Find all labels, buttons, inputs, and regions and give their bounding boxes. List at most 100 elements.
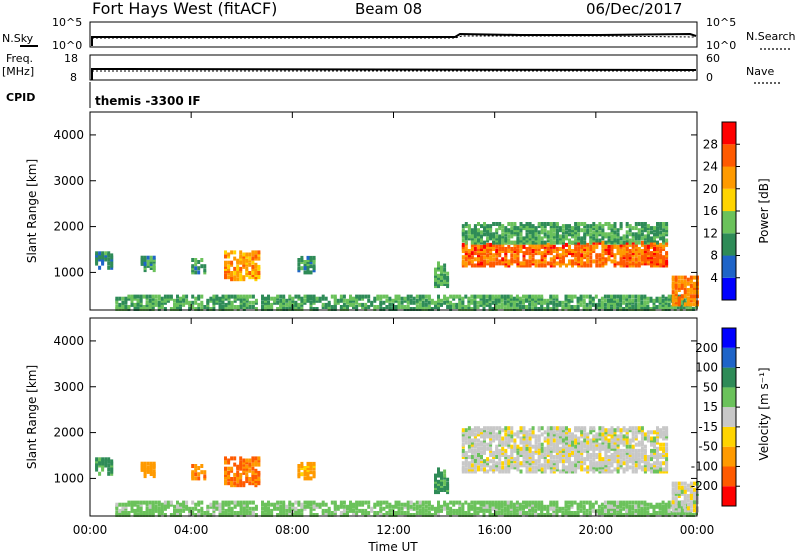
heatmap-cell [461,255,465,260]
heatmap-cell [677,300,681,305]
heatmap-cell [610,294,613,299]
heatmap-cell [224,260,227,265]
heatmap-cell [525,442,529,447]
colorbar-tick-label: 4 [710,271,718,285]
heatmap-cell [625,294,629,299]
heatmap-cell [248,506,252,511]
heatmap-cell [406,298,410,303]
heatmap-cell [625,432,629,437]
heatmap-cell [203,511,207,515]
heatmap-cell [458,305,462,309]
heatmap-cell [613,502,616,507]
heatmap-cell [452,508,456,513]
heatmap-cell [133,305,137,309]
heatmap-cell [619,294,623,299]
heatmap-cell [437,273,440,278]
heatmap-cell [157,300,161,305]
heatmap-cell [662,426,666,431]
heatmap-cell [558,448,562,453]
heatmap-cell [507,467,511,472]
heatmap-cell [658,298,662,303]
heatmap-cell [565,249,568,253]
heatmap-cell [483,255,486,260]
heatmap-cell [98,461,102,466]
heatmap-cell [522,448,526,453]
heatmap-cell [95,255,99,260]
heatmap-cell [595,453,599,457]
heatmap-cell [622,448,626,453]
heatmap-cell [507,234,511,239]
heatmap-cell [640,426,644,431]
heatmap-cell [233,502,237,507]
heatmap-cell [500,504,504,509]
heatmap-cell [501,259,505,264]
heatmap-cell [483,448,486,453]
heatmap-cell [513,240,517,245]
heatmap-cell [643,240,647,245]
heatmap-cell [470,448,474,453]
heatmap-cell [598,426,602,431]
heatmap-cell [160,504,164,509]
heatmap-cell [555,238,559,243]
heatmap-cell [628,465,632,470]
heatmap-cell [477,234,480,239]
heatmap-cell [568,240,571,245]
heatmap-cell [233,266,237,271]
heatmap-cell [674,283,678,288]
heatmap-cell [473,302,477,307]
heatmap-cell [498,430,502,435]
heatmap-cell [619,240,623,245]
heatmap-cell [565,432,568,437]
heatmap-cell [145,511,149,515]
heatmap-cell [110,459,114,464]
heatmap-cell [671,275,675,280]
heatmap-cell [254,264,258,269]
heatmap-cell [598,226,602,231]
heatmap-cell [680,279,684,284]
heatmap-cell [519,448,523,453]
heatmap-cell [631,249,635,253]
heatmap-cell [224,250,227,255]
heatmap-cell [519,453,523,457]
heatmap-cell [491,296,495,301]
heatmap-cell [585,294,589,299]
heatmap-cell [543,457,547,462]
heatmap-cell [568,442,571,447]
heatmap-cell [607,226,611,231]
heatmap-cell [537,238,541,243]
heatmap-cell [173,298,176,303]
heatmap-cell [604,453,608,457]
heatmap-cell [501,446,505,451]
heatmap-cell [552,232,556,237]
heatmap-cell [631,261,635,266]
heatmap-cell [634,436,638,441]
heatmap-cell [558,253,562,258]
heatmap-cell [464,240,468,245]
heatmap-cell [595,240,599,245]
heatmap-cell [640,228,644,233]
heatmap-cell [616,453,620,457]
heatmap-cell [477,448,480,453]
heatmap-cell [197,302,201,307]
heatmap-cell [634,234,638,239]
heatmap-cell [151,500,155,505]
heatmap-cell [568,428,571,433]
heatmap-cell [437,267,440,272]
heatmap-cell [327,300,331,305]
heatmap-cell [662,263,666,268]
heatmap-cell [188,513,192,517]
nave-tick-high: 60 [706,52,720,65]
heatmap-cell [646,502,650,507]
heatmap-cell [613,448,617,453]
colorbar-tick-label: -200 [691,479,718,493]
heatmap-cell [136,302,140,307]
heatmap-cell [567,500,571,505]
heatmap-cell [291,298,295,303]
heatmap-cell [143,261,147,266]
heatmap-cell [540,253,544,258]
heatmap-cell [634,257,638,262]
heatmap-cell [552,430,556,435]
heatmap-cell [679,511,683,515]
heatmap-cell [580,244,584,249]
heatmap-cell [312,513,316,517]
